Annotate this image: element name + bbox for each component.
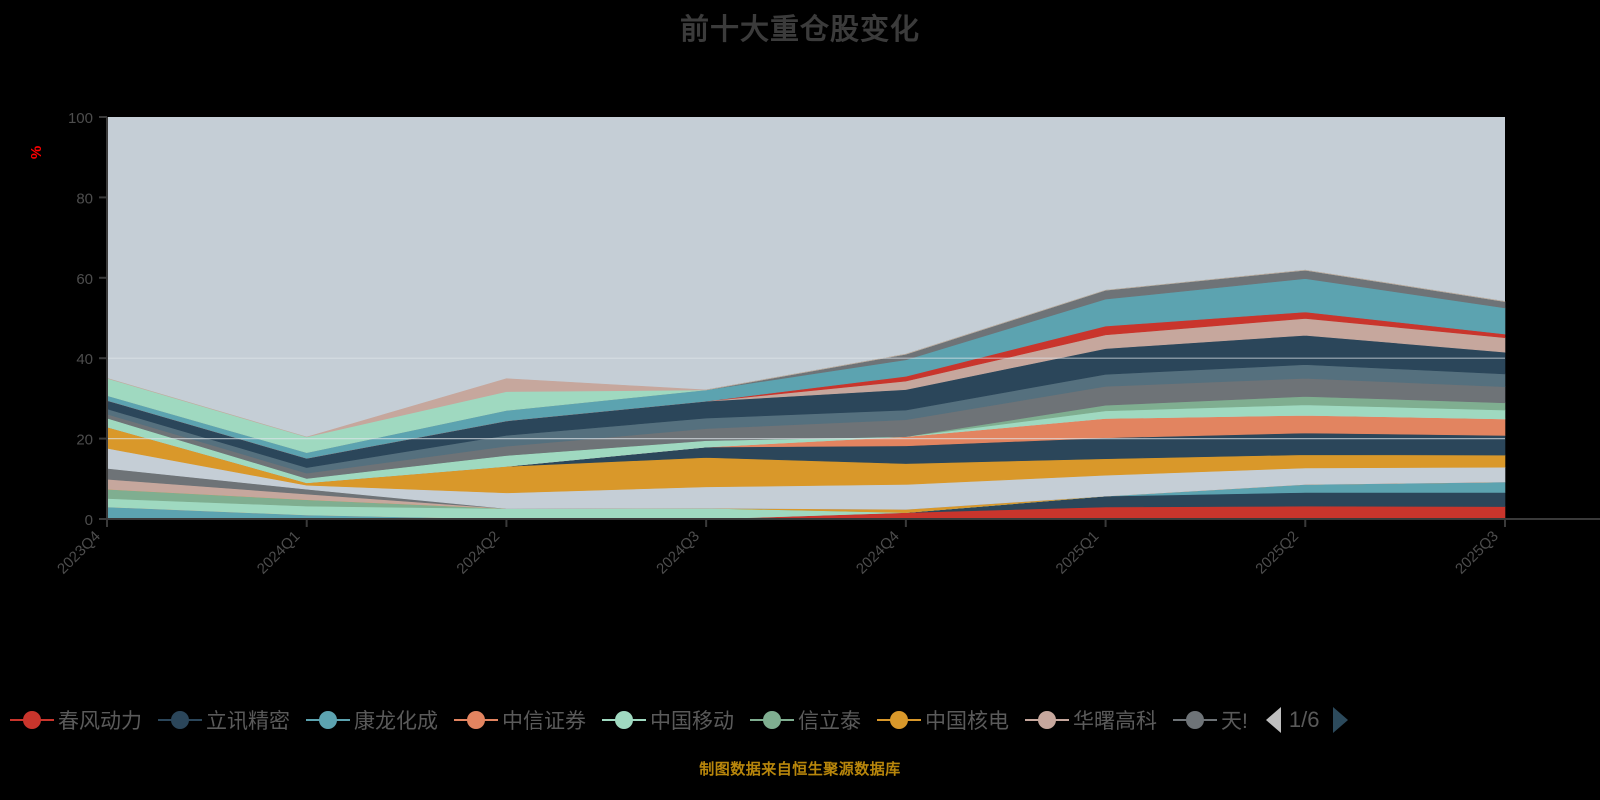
legend-marker-icon bbox=[1025, 709, 1069, 731]
legend-marker-icon bbox=[750, 709, 794, 731]
x-axis-tick-label: 2025Q1 bbox=[1053, 528, 1103, 578]
legend-item-label: 天! bbox=[1221, 710, 1248, 733]
triangle-left-icon[interactable] bbox=[1265, 707, 1281, 733]
legend-item-label: 中国核电 bbox=[925, 710, 1009, 733]
legend-item-1[interactable]: 春风动力 bbox=[10, 705, 142, 735]
legend-item-9[interactable]: 天! bbox=[1173, 705, 1248, 735]
legend-item-label: 中信证券 bbox=[502, 710, 586, 733]
area-series bbox=[106, 269, 1506, 438]
legend-item-6[interactable]: 信立泰 bbox=[750, 705, 861, 735]
legend-marker-icon bbox=[877, 709, 921, 731]
legend-item-3[interactable]: 康龙化成 bbox=[306, 705, 438, 735]
legend-marker-icon bbox=[602, 709, 646, 731]
legend-pagination: 1/6 bbox=[1265, 707, 1349, 733]
triangle-right-icon[interactable] bbox=[1333, 707, 1349, 733]
legend-item-label: 康龙化成 bbox=[354, 710, 438, 733]
x-axis-tick-label: 2024Q4 bbox=[853, 528, 903, 578]
legend-marker-icon bbox=[158, 709, 202, 731]
y-axis-tick-label: 100 bbox=[68, 110, 93, 127]
x-axis-tick-label: 2024Q1 bbox=[254, 528, 304, 578]
y-axis-tick-label: 60 bbox=[76, 271, 93, 288]
x-axis-tick-label: 2023Q4 bbox=[54, 528, 104, 578]
y-axis-tick-label: 80 bbox=[76, 190, 93, 207]
legend-page-indicator: 1/6 bbox=[1288, 707, 1320, 732]
legend-item-4[interactable]: 中信证券 bbox=[454, 705, 586, 735]
legend-marker-icon bbox=[1173, 709, 1217, 731]
y-axis-tick-label: 0 bbox=[85, 512, 93, 529]
legend-item-label: 信立泰 bbox=[798, 710, 861, 733]
legend-item-7[interactable]: 中国核电 bbox=[877, 705, 1009, 735]
legend-item-2[interactable]: 立讯精密 bbox=[158, 705, 290, 735]
chart-legend: 春风动力 立讯精密 康龙化成 中信证券 中国移动 信立泰 中国核电 华曙高科 天! 1/6 bbox=[0, 698, 1600, 742]
legend-marker-icon bbox=[454, 709, 498, 731]
legend-item-label: 春风动力 bbox=[58, 710, 142, 733]
x-axis-tick-label: 2025Q3 bbox=[1452, 528, 1502, 578]
legend-item-label: 中国移动 bbox=[650, 710, 734, 733]
page-title: 前十大重仓股变化 bbox=[679, 14, 920, 46]
stacked-area-svg: 0 20 40 60 80 100 2023Q4 2024Q1 2024Q2 2024Q3 2024… bbox=[54, 110, 1600, 578]
legend-item-5[interactable]: 中国移动 bbox=[602, 705, 734, 735]
x-axis-tick-label: 2024Q3 bbox=[653, 528, 703, 578]
legend-marker-icon bbox=[306, 709, 350, 731]
chart-plot-area: 0 20 40 60 80 100 2023Q4 2024Q1 2024Q2 2024Q3 2024… bbox=[54, 110, 1600, 578]
x-axis-tick-label: 2024Q2 bbox=[453, 528, 503, 578]
x-axis-tick-label: 2025Q2 bbox=[1252, 528, 1302, 578]
legend-item-label: 立讯精密 bbox=[206, 710, 290, 733]
legend-item-label: 华曙高科 bbox=[1073, 710, 1157, 733]
y-axis-tick-label: 20 bbox=[76, 432, 93, 449]
y-axis-tick-label: 40 bbox=[76, 351, 93, 368]
legend-marker-icon bbox=[10, 709, 54, 731]
legend-item-8[interactable]: 华曙高科 bbox=[1025, 705, 1157, 735]
footer-source-note: 制图数据来自恒生聚源数据库 bbox=[699, 761, 901, 778]
